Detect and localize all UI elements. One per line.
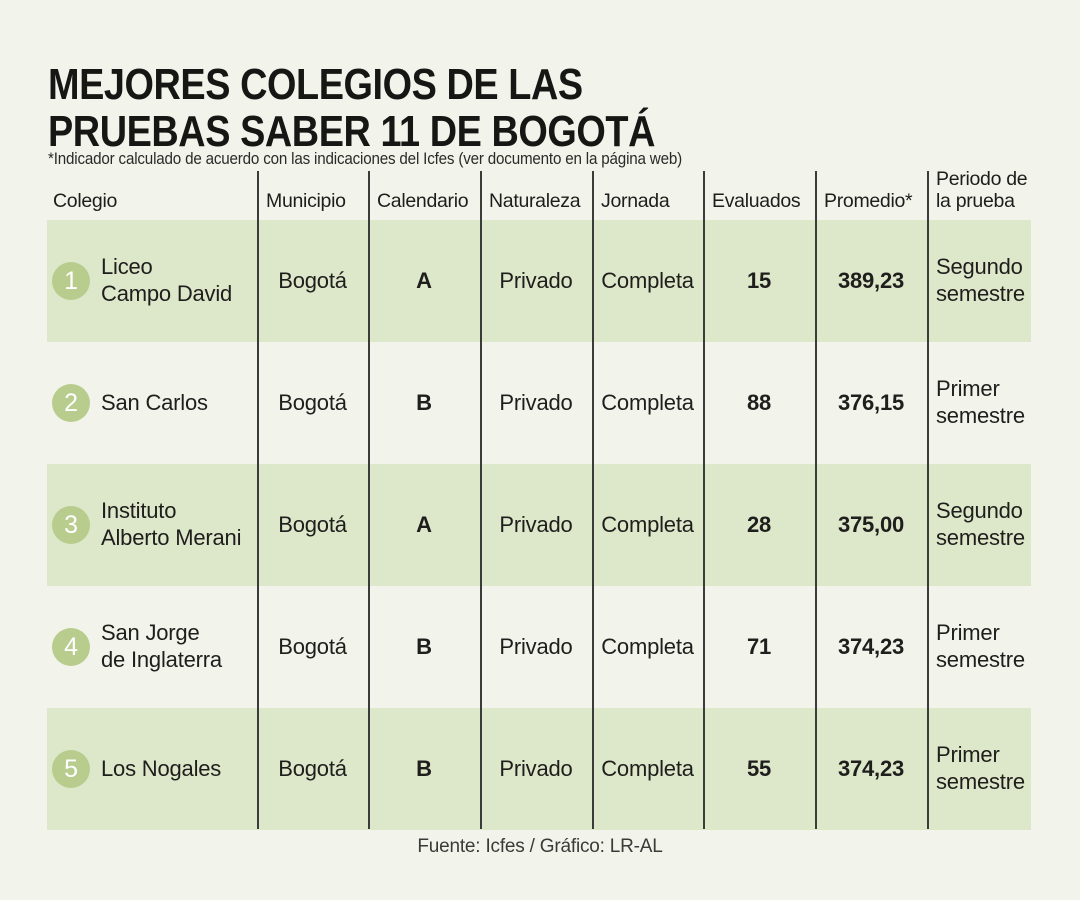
column-divider: [927, 171, 929, 829]
cell-promedio: 375,00: [837, 512, 905, 537]
rank-badge: 1: [52, 262, 90, 300]
cell-evaluados: 15: [746, 268, 772, 293]
cell-jornada: Completa: [601, 512, 694, 537]
page-title: MEJORES COLEGIOS DE LAS PRUEBAS SABER 11…: [48, 60, 655, 156]
column-divider: [368, 171, 370, 829]
cell-colegio: 2 San Carlos: [47, 342, 257, 464]
column-divider: [480, 171, 482, 829]
cell-municipio: Bogotá: [278, 756, 347, 781]
table-row: 1 Liceo Campo David Bogotá A Privado Com…: [47, 220, 1031, 342]
cell-evaluados: 88: [746, 390, 772, 415]
cell-calendario: B: [416, 390, 432, 415]
cell-naturaleza: Privado: [499, 268, 573, 293]
cell-municipio: Bogotá: [278, 390, 347, 415]
column-divider: [703, 171, 705, 829]
school-name: Instituto Alberto Merani: [101, 498, 242, 550]
table-header-row: Colegio Municipio Calendario Naturaleza …: [47, 152, 1031, 220]
column-divider: [257, 171, 259, 829]
cell-calendario: B: [416, 634, 432, 659]
cell-jornada: Completa: [601, 268, 694, 293]
table-row: 2 San Carlos Bogotá B Privado Completa 8…: [47, 342, 1031, 464]
cell-municipio: Bogotá: [278, 634, 347, 659]
cell-promedio: 389,23: [837, 268, 905, 293]
cell-evaluados: 71: [746, 634, 772, 659]
cell-promedio: 374,23: [837, 756, 905, 781]
cell-jornada: Completa: [601, 634, 694, 659]
cell-periodo: Primer semestre: [936, 620, 1025, 672]
cell-evaluados: 55: [746, 756, 772, 781]
cell-calendario: A: [416, 268, 432, 293]
column-header-evaluados: Evaluados: [712, 190, 801, 213]
rank-badge: 4: [52, 628, 90, 666]
cell-municipio: Bogotá: [278, 512, 347, 537]
cell-evaluados: 28: [746, 512, 772, 537]
cell-periodo: Primer semestre: [936, 742, 1025, 794]
rank-badge: 5: [52, 750, 90, 788]
cell-calendario: A: [416, 512, 432, 537]
column-header-colegio: Colegio: [53, 190, 118, 213]
column-divider: [592, 171, 594, 829]
cell-periodo: Segundo semestre: [936, 498, 1025, 550]
table-row: 5 Los Nogales Bogotá B Privado Completa …: [47, 708, 1031, 830]
cell-periodo: Primer semestre: [936, 376, 1025, 428]
cell-naturaleza: Privado: [499, 390, 573, 415]
ranking-table: Colegio Municipio Calendario Naturaleza …: [47, 152, 1031, 830]
cell-jornada: Completa: [601, 390, 694, 415]
column-header-municipio: Municipio: [266, 190, 346, 213]
column-header-promedio: Promedio*: [824, 190, 913, 213]
subtitle-note: *Indicador calculado de acuerdo con las …: [48, 149, 682, 168]
cell-colegio: 3 Instituto Alberto Merani: [47, 464, 257, 586]
cell-colegio: 5 Los Nogales: [47, 708, 257, 830]
cell-naturaleza: Privado: [499, 634, 573, 659]
school-name: Los Nogales: [101, 755, 222, 781]
column-header-naturaleza: Naturaleza: [489, 190, 581, 213]
source-caption: Fuente: Icfes / Gráfico: LR-AL: [417, 836, 663, 857]
cell-municipio: Bogotá: [278, 268, 347, 293]
table-row: 4 San Jorge de Inglaterra Bogotá B Priva…: [47, 586, 1031, 708]
school-name: San Carlos: [101, 389, 208, 415]
cell-periodo: Segundo semestre: [936, 254, 1025, 306]
cell-promedio: 374,23: [837, 634, 905, 659]
rank-badge: 3: [52, 506, 90, 544]
cell-colegio: 1 Liceo Campo David: [47, 220, 257, 342]
rank-badge: 2: [52, 384, 90, 422]
cell-naturaleza: Privado: [499, 512, 573, 537]
table-row: 3 Instituto Alberto Merani Bogotá A Priv…: [47, 464, 1031, 586]
cell-promedio: 376,15: [837, 390, 905, 415]
column-header-calendario: Calendario: [377, 190, 469, 213]
column-header-jornada: Jornada: [601, 190, 670, 213]
column-header-periodo: Periodo de la prueba: [936, 168, 1028, 213]
cell-jornada: Completa: [601, 756, 694, 781]
school-name: San Jorge de Inglaterra: [101, 620, 222, 672]
cell-calendario: B: [416, 756, 432, 781]
cell-colegio: 4 San Jorge de Inglaterra: [47, 586, 257, 708]
column-divider: [815, 171, 817, 829]
cell-naturaleza: Privado: [499, 756, 573, 781]
school-name: Liceo Campo David: [101, 254, 233, 306]
